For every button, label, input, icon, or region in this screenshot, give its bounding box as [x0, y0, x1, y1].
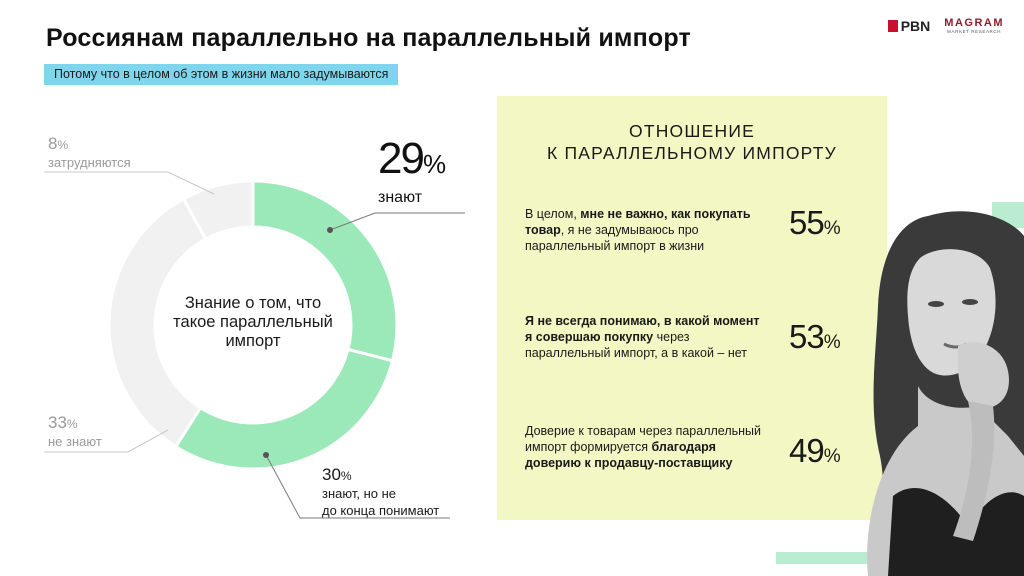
pbn-logo-icon: [887, 20, 898, 33]
statement-3: Доверие к товарам через параллельный имп…: [525, 423, 765, 471]
eye-left: [928, 301, 944, 307]
logos: PBN MAGRAM MARKET RESEARCH: [887, 18, 1004, 35]
label-knows-value-group: 29%: [378, 134, 446, 184]
label-unsure: 8% затрудняются: [48, 135, 131, 171]
statement-part: мне не важно, как покупать товар: [525, 207, 751, 237]
label-partly-line2: до конца понимают: [322, 503, 440, 518]
stat-1: 55%: [789, 204, 841, 242]
stat-3: 49%: [789, 432, 841, 470]
magram-logo-subtext: MARKET RESEARCH: [947, 29, 1002, 34]
leader-line-unsure: [44, 171, 215, 195]
label-unsure-text: затрудняются: [48, 155, 131, 170]
label-dont-know-value: 33: [48, 413, 67, 432]
slice-partly: [173, 347, 395, 471]
page-title: Россиянам параллельно на параллельный им…: [46, 24, 691, 52]
label-unsure-unit: %: [57, 138, 69, 152]
slice-knows: [251, 179, 399, 363]
statement-part: через параллельный импорт, а в какой – н…: [525, 330, 747, 360]
statement-part: Доверие к товарам через параллельный имп…: [525, 424, 761, 454]
statement-2: Я не всегда понимаю, в какой момент я со…: [525, 313, 765, 361]
pbn-logo-text: PBN: [900, 18, 931, 35]
leader-line-knows: [329, 212, 465, 231]
decor-green-bar: [776, 552, 876, 564]
slice-unsure: [181, 179, 255, 242]
panel-title-line1: ОТНОШЕНИЕ: [629, 121, 755, 141]
label-partly-value: 30: [322, 465, 341, 484]
donut-chart: [44, 171, 465, 519]
statement-part: благодаря доверию к продавцу-поставщику: [525, 440, 733, 470]
stat-2-unit: %: [823, 332, 841, 353]
leader-dot-knows: [327, 227, 333, 233]
arm-shape: [953, 401, 995, 541]
stat-3-value: 49: [789, 432, 825, 469]
leader-line-partly: [265, 454, 450, 519]
stat-2: 53%: [789, 318, 841, 356]
label-partly: 30% знают, но не до конца понимают: [322, 466, 439, 519]
label-dont-know: 33% не знают: [48, 414, 102, 450]
statement-part: Я не всегда понимаю, в какой момент я со…: [525, 314, 760, 344]
stat-1-unit: %: [823, 218, 841, 239]
slice-dont-know: [107, 196, 208, 449]
donut-slices: [107, 179, 399, 471]
label-partly-line1: знают, но не: [322, 486, 397, 501]
attitude-panel: ОТНОШЕНИЕ К ПАРАЛЛЕЛЬНОМУ ИМПОРТУ В цело…: [497, 96, 887, 520]
woman-photo: [867, 211, 1024, 576]
label-dont-know-unit: %: [66, 417, 78, 431]
label-dont-know-text: не знают: [48, 434, 102, 449]
leader-line-dont-know: [44, 429, 169, 453]
hand-shape: [958, 342, 1009, 409]
subtitle-banner: Потому что в целом об этом в жизни мало …: [44, 64, 399, 85]
leader-lines: [44, 171, 465, 519]
eye-right: [962, 299, 978, 305]
magram-logo: MAGRAM MARKET RESEARCH: [944, 18, 1004, 35]
stat-1-value: 55: [789, 204, 825, 241]
label-partly-unit: %: [340, 469, 352, 483]
statement-part: , я не задумываюсь про параллельный импо…: [525, 223, 705, 253]
label-unsure-value: 8: [48, 134, 58, 153]
panel-title-line2: К ПАРАЛЛЕЛЬНОМУ ИМПОРТУ: [547, 143, 837, 163]
leader-dot-partly: [263, 452, 269, 458]
pbn-logo: PBN: [887, 18, 931, 35]
label-knows-unit: %: [422, 149, 447, 179]
donut-center-label: Знание о том, что такое параллельный имп…: [173, 294, 333, 350]
stat-3-unit: %: [823, 446, 841, 467]
label-knows-value: 29: [378, 134, 425, 183]
statement-1: В целом, мне не важно, как покупать това…: [525, 206, 765, 254]
stat-2-value: 53: [789, 318, 825, 355]
magram-logo-text: MAGRAM: [944, 17, 1004, 29]
label-knows-text: знают: [378, 189, 423, 206]
statement-part: В целом,: [525, 207, 581, 221]
leader-dots: [263, 227, 333, 458]
panel-title: ОТНОШЕНИЕ К ПАРАЛЛЕЛЬНОМУ ИМПОРТУ: [497, 120, 887, 164]
